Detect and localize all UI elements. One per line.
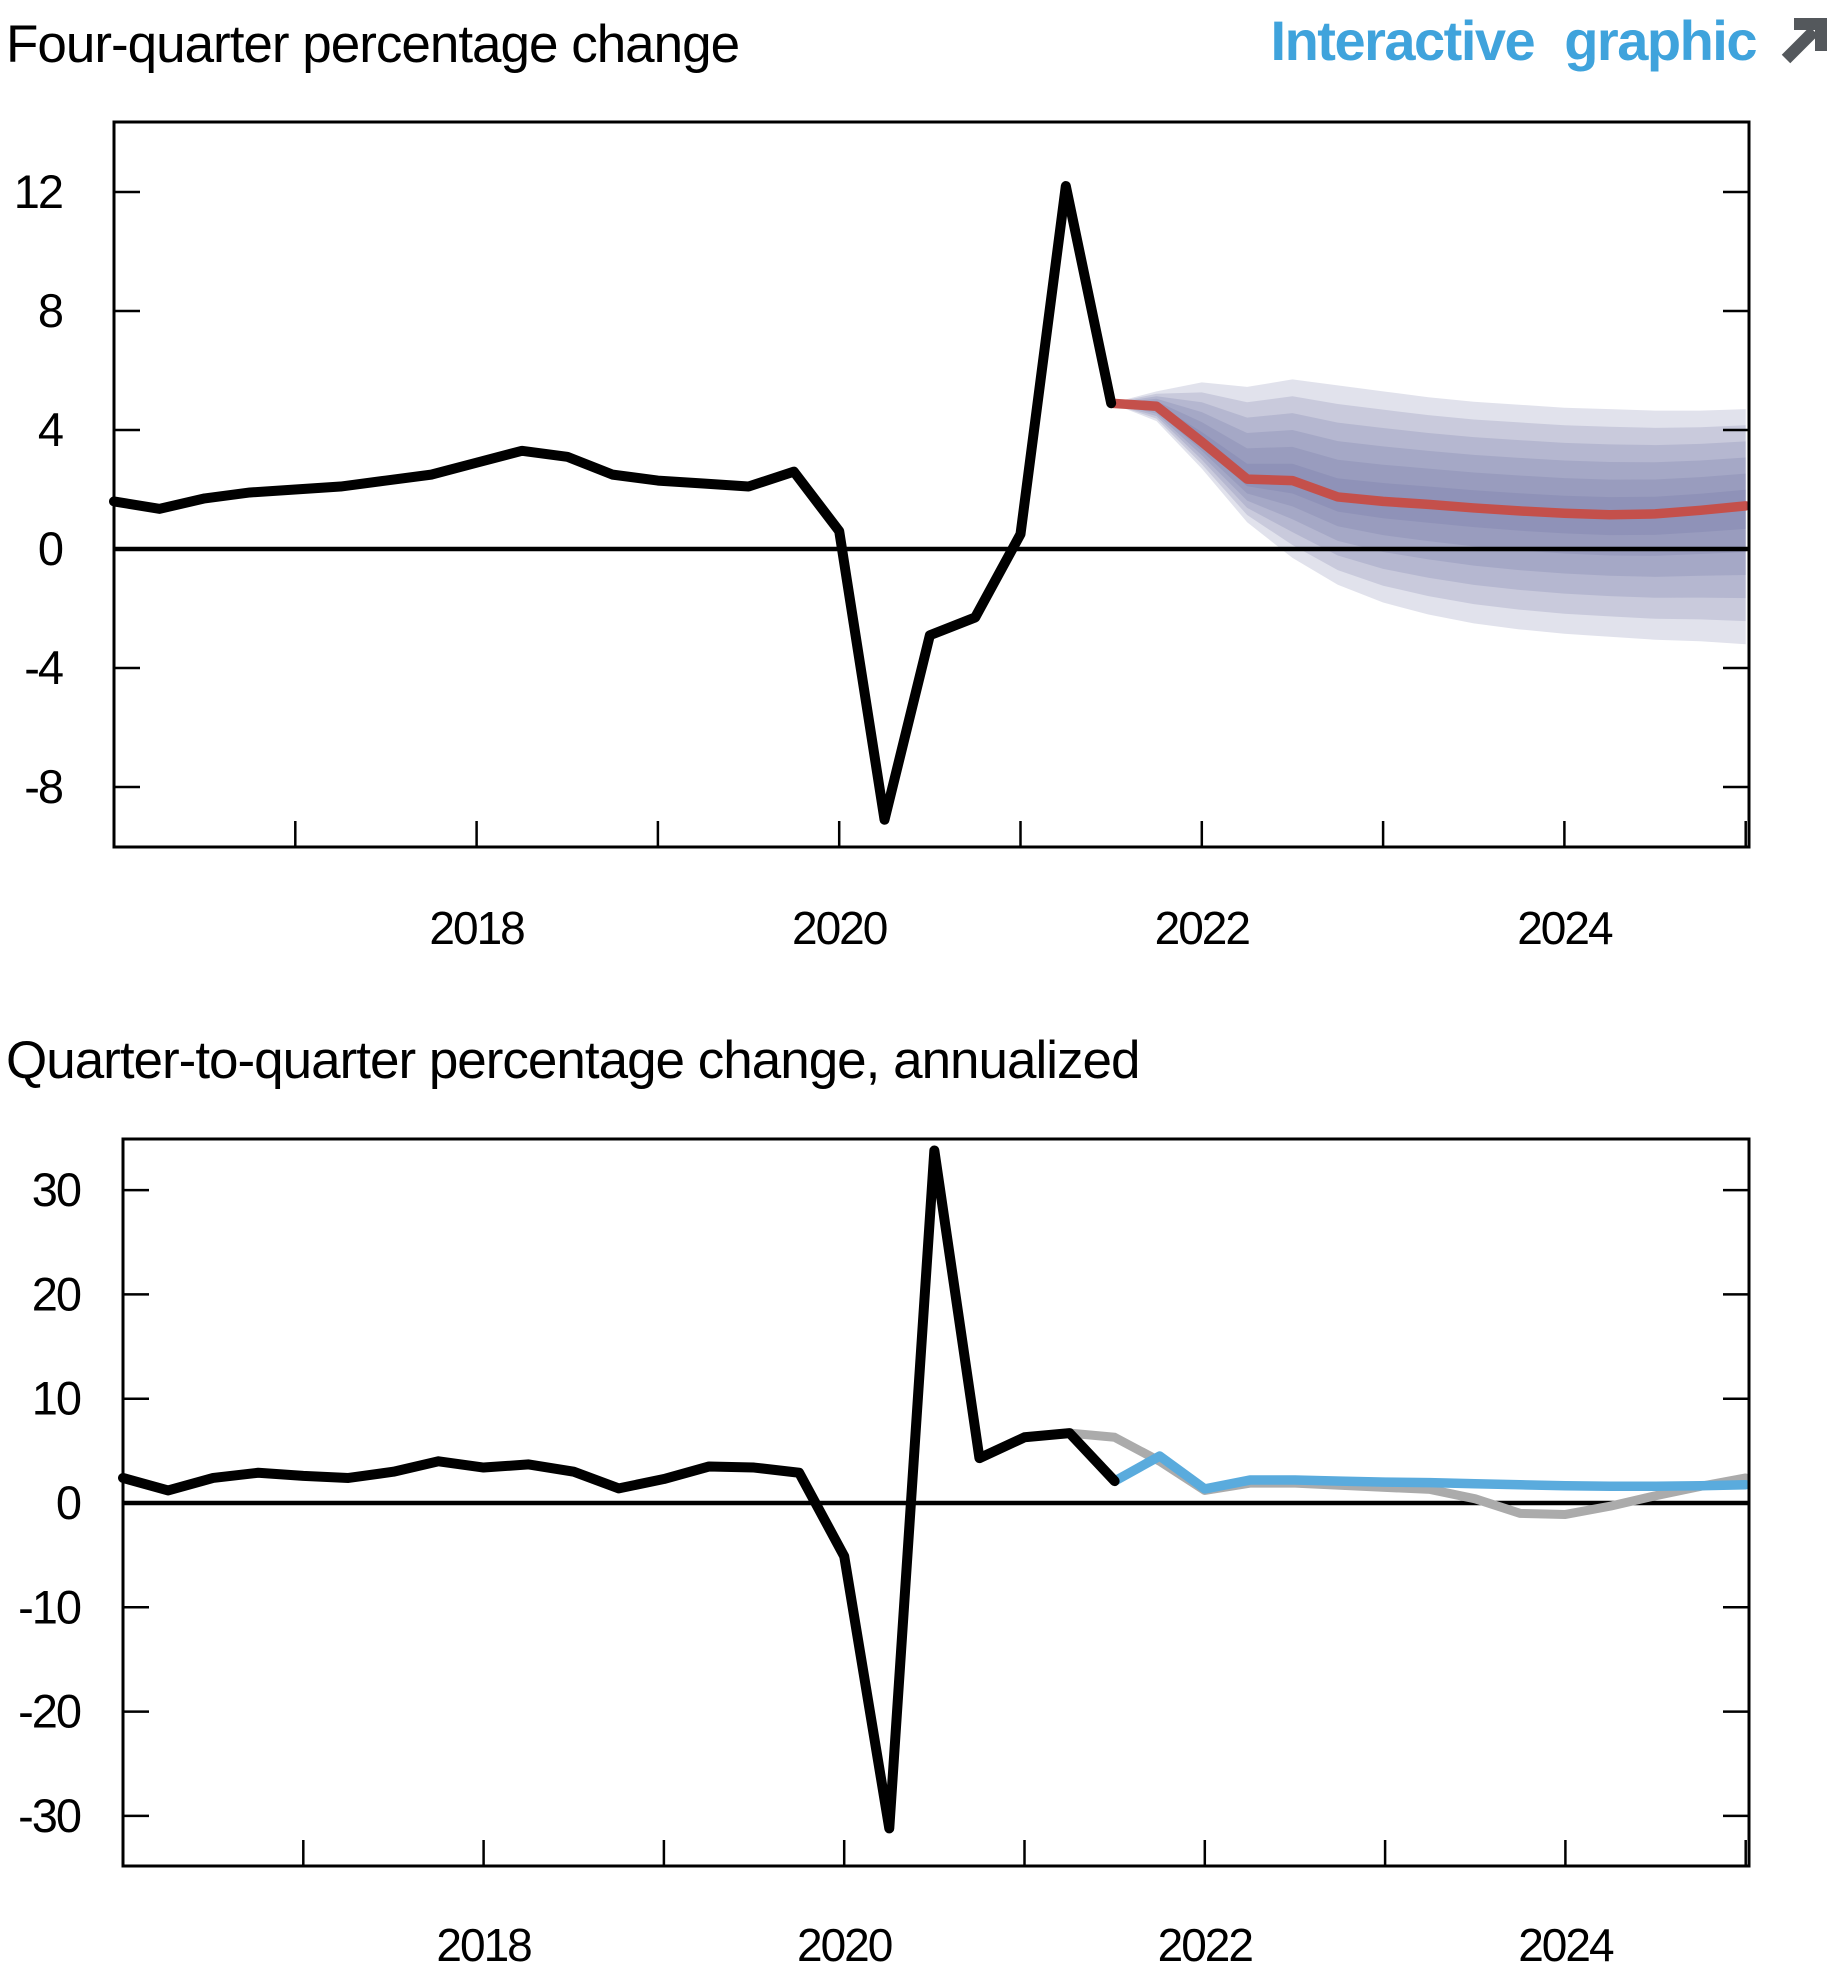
forecast-current-line	[1109, 1451, 1751, 1494]
y-axis-tick-label: 8	[38, 284, 63, 337]
y-axis-tick-label: 4	[38, 403, 63, 456]
history-line	[109, 181, 1117, 825]
y-axis-tick-label: -4	[24, 641, 63, 694]
x-axis-tick-label: 2020	[797, 1919, 892, 1971]
history-line	[118, 1145, 1120, 1834]
plot-frame	[121, 1137, 1751, 1868]
interactive-graphic-link[interactable]: Interactive graphic	[1271, 8, 1832, 73]
x-axis-tick-label: 2024	[1517, 902, 1613, 954]
y-axis-tick-label: 20	[32, 1267, 81, 1320]
y-axis-tick-label: 12	[14, 165, 62, 218]
y-axis-tick-label: -10	[18, 1580, 81, 1633]
x-axis-tick-label: 2024	[1518, 1919, 1614, 1971]
x-axis-tick-label: 2018	[436, 1919, 531, 1971]
y-axis-tick-label: -8	[24, 760, 63, 813]
top-chart: 12 8 4 0 -4 -8 2018 2020 2022 2024	[14, 120, 1751, 954]
y-axis-tick-label: 0	[38, 522, 63, 575]
x-axis-tick-label: 2022	[1155, 902, 1250, 954]
bottom-chart-title: Quarter-to-quarter percentage change, an…	[6, 1031, 1140, 1090]
uncertainty-band	[1111, 403, 1746, 536]
forecast-line	[1106, 398, 1751, 520]
uncertainty-band	[1111, 379, 1746, 645]
y-axis-tick-label: 10	[32, 1372, 81, 1425]
uncertainty-band	[1111, 398, 1746, 577]
y-axis-tick-label: -30	[18, 1789, 81, 1842]
y-axis-tick-label: 0	[56, 1476, 81, 1529]
top-chart-title: Four-quarter percentage change	[6, 15, 740, 74]
interactive-graphic-label: Interactive graphic	[1270, 9, 1758, 72]
bottom-chart: 30 20 10 0 -10 -20 -30 2018 2020 2022 2024	[18, 1137, 1751, 1971]
x-axis-tick-label: 2020	[792, 902, 887, 954]
y-axis-tick-label: 30	[32, 1163, 81, 1216]
x-axis-tick-label: 2018	[429, 902, 524, 954]
arrow-up-right-icon	[1781, 17, 1827, 63]
plot-frame	[112, 120, 1751, 849]
y-axis-tick-label: -20	[18, 1685, 81, 1738]
x-axis-tick-label: 2022	[1158, 1919, 1253, 1971]
